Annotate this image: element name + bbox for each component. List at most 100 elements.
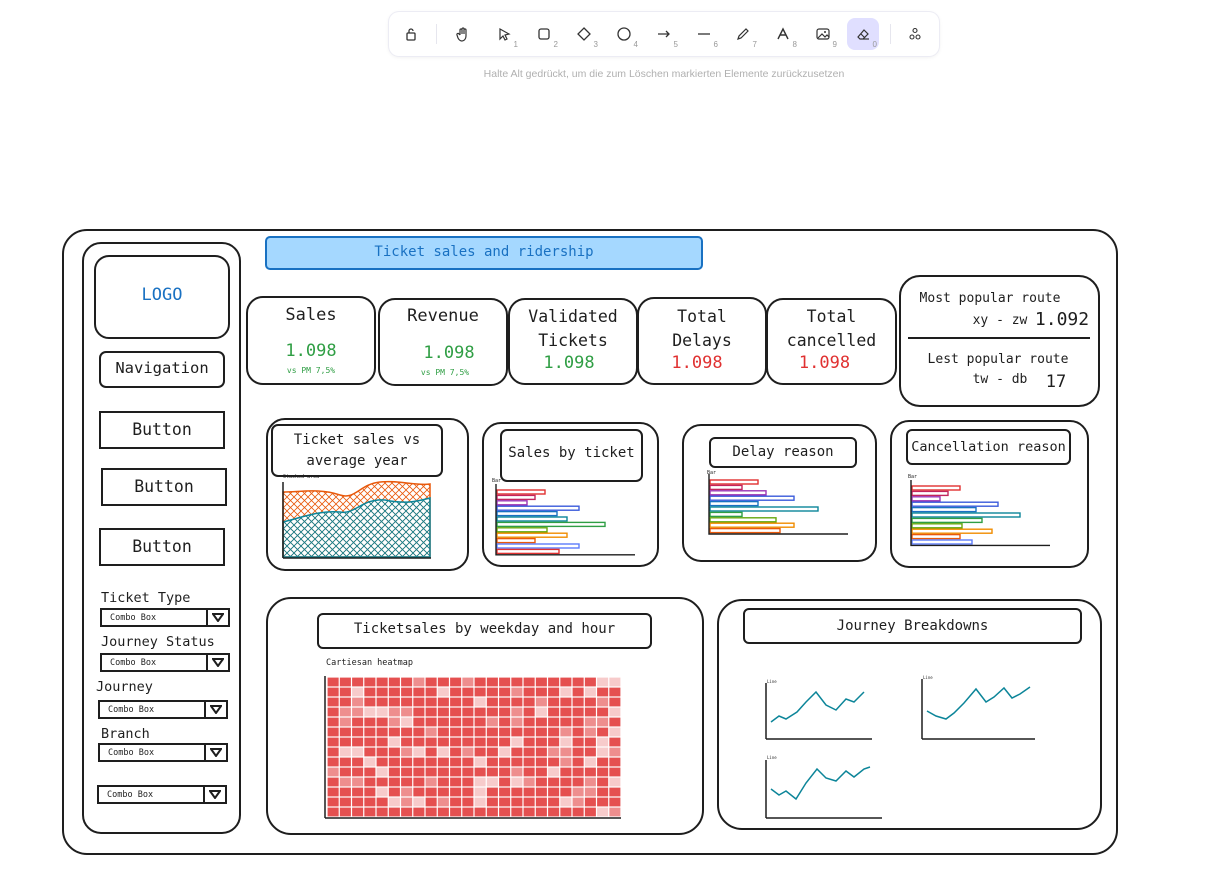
- dropdown-arrow-icon[interactable]: [204, 745, 226, 760]
- heatmap-cell: [597, 717, 609, 727]
- heatmap-cell: [486, 757, 498, 767]
- text-tool[interactable]: 8: [767, 18, 799, 50]
- combo-ticket-type[interactable]: Combo Box: [100, 608, 230, 627]
- heatmap-cell: [450, 767, 462, 777]
- sidebar-button-1[interactable]: Button: [132, 420, 192, 439]
- eraser-tool[interactable]: 0: [847, 18, 879, 50]
- rectangle-tool[interactable]: 2: [528, 18, 560, 50]
- heatmap-cell: [535, 757, 547, 767]
- heatmap-cell: [535, 767, 547, 777]
- heatmap-cell: [339, 727, 351, 737]
- bar: [709, 506, 819, 512]
- heatmap-cell: [597, 787, 609, 797]
- bar: [709, 500, 759, 507]
- dropdown-arrow-icon[interactable]: [206, 610, 228, 625]
- diamond-tool[interactable]: 3: [568, 18, 600, 50]
- image-tool[interactable]: 9: [807, 18, 839, 50]
- chart-small-avg-year: Stacked area: [283, 474, 320, 480]
- heatmap-cell: [327, 677, 339, 687]
- heatmap-cell: [364, 757, 376, 767]
- heatmap-cell: [597, 677, 609, 687]
- dropdown-arrow-icon[interactable]: [206, 655, 228, 670]
- heatmap-cell: [388, 727, 400, 737]
- heatmap-cell: [462, 727, 474, 737]
- bar: [496, 489, 546, 495]
- heatmap-cell: [486, 767, 498, 777]
- extra-tools-tool[interactable]: [899, 18, 931, 50]
- heatmap-cell: [609, 787, 621, 797]
- heatmap-cell: [523, 677, 535, 687]
- heatmap-cell: [339, 717, 351, 727]
- heatmap-cell: [560, 717, 572, 727]
- selection-tool[interactable]: 1: [488, 18, 520, 50]
- heatmap-cell: [560, 707, 572, 717]
- heatmap-cell: [327, 747, 339, 757]
- heatmap-cell: [597, 767, 609, 777]
- most-popular-route: xy - zw: [972, 313, 1028, 328]
- heatmap-cell: [437, 727, 449, 737]
- line-tool[interactable]: 6: [688, 18, 720, 50]
- heatmap-cell: [462, 787, 474, 797]
- extra-tools-icon: [909, 27, 921, 40]
- lock-tool[interactable]: [395, 18, 427, 50]
- heatmap-cell: [548, 707, 560, 717]
- heatmap-cell: [413, 777, 425, 787]
- heatmap-cell: [584, 797, 596, 807]
- heatmap-cell: [584, 717, 596, 727]
- heatmap-cell: [523, 717, 535, 727]
- heatmap-cell: [474, 767, 486, 777]
- combo-journey[interactable]: Combo Box: [98, 700, 228, 719]
- heatmap-cell: [535, 677, 547, 687]
- shortcut-key: 0: [872, 40, 877, 49]
- combo-value: Combo Box: [108, 705, 155, 715]
- combo-journey-status[interactable]: Combo Box: [100, 653, 230, 672]
- heatmap-cell: [486, 787, 498, 797]
- heatmap-cell: [474, 687, 486, 697]
- heatmap-cell: [597, 807, 609, 817]
- heatmap-cell: [437, 777, 449, 787]
- heatmap-cell: [437, 747, 449, 757]
- arrow-tool[interactable]: 5: [648, 18, 680, 50]
- heatmap-cell: [376, 787, 388, 797]
- shortcut-key: 8: [792, 40, 797, 49]
- dropdown-arrow-icon[interactable]: [204, 702, 226, 717]
- heatmap-cell: [572, 697, 584, 707]
- heatmap-cell: [462, 807, 474, 817]
- toolbar-separator: [436, 24, 437, 44]
- heatmap-cell: [364, 737, 376, 747]
- heatmap-cell: [548, 717, 560, 727]
- heatmap-cell: [499, 677, 511, 687]
- heatmap-cell: [327, 707, 339, 717]
- pencil-icon: [737, 28, 749, 40]
- heatmap-cell: [437, 797, 449, 807]
- heatmap-cell: [474, 757, 486, 767]
- combo-value: Combo Box: [110, 658, 157, 668]
- heatmap-cell: [523, 807, 535, 817]
- heatmap-cell: [388, 757, 400, 767]
- ellipse-tool[interactable]: 4: [608, 18, 640, 50]
- dropdown-arrow-icon[interactable]: [203, 787, 225, 802]
- navigation-label[interactable]: Navigation: [115, 359, 209, 377]
- combo-extra[interactable]: Combo Box: [97, 785, 227, 804]
- heatmap-cell: [339, 767, 351, 777]
- heatmap-cell: [572, 747, 584, 757]
- pencil-tool[interactable]: 7: [727, 18, 759, 50]
- heatmap-cell: [425, 777, 437, 787]
- heatmap-cell: [364, 707, 376, 717]
- hand-tool[interactable]: [447, 18, 479, 50]
- combo-branch[interactable]: Combo Box: [98, 743, 228, 762]
- heatmap-cell: [523, 737, 535, 747]
- heatmap-cell: [327, 727, 339, 737]
- heatmap-cell: [376, 777, 388, 787]
- selection-icon: [499, 27, 511, 41]
- heatmap-cell: [499, 757, 511, 767]
- heatmap-cell: [523, 697, 535, 707]
- bar: [911, 506, 977, 513]
- heatmap-cell: [474, 737, 486, 747]
- sidebar-button-2[interactable]: Button: [134, 477, 194, 496]
- sidebar-button-3[interactable]: Button: [132, 537, 192, 556]
- shortcut-key: 4: [633, 40, 638, 49]
- bar: [911, 539, 973, 545]
- heatmap-cell: [535, 797, 547, 807]
